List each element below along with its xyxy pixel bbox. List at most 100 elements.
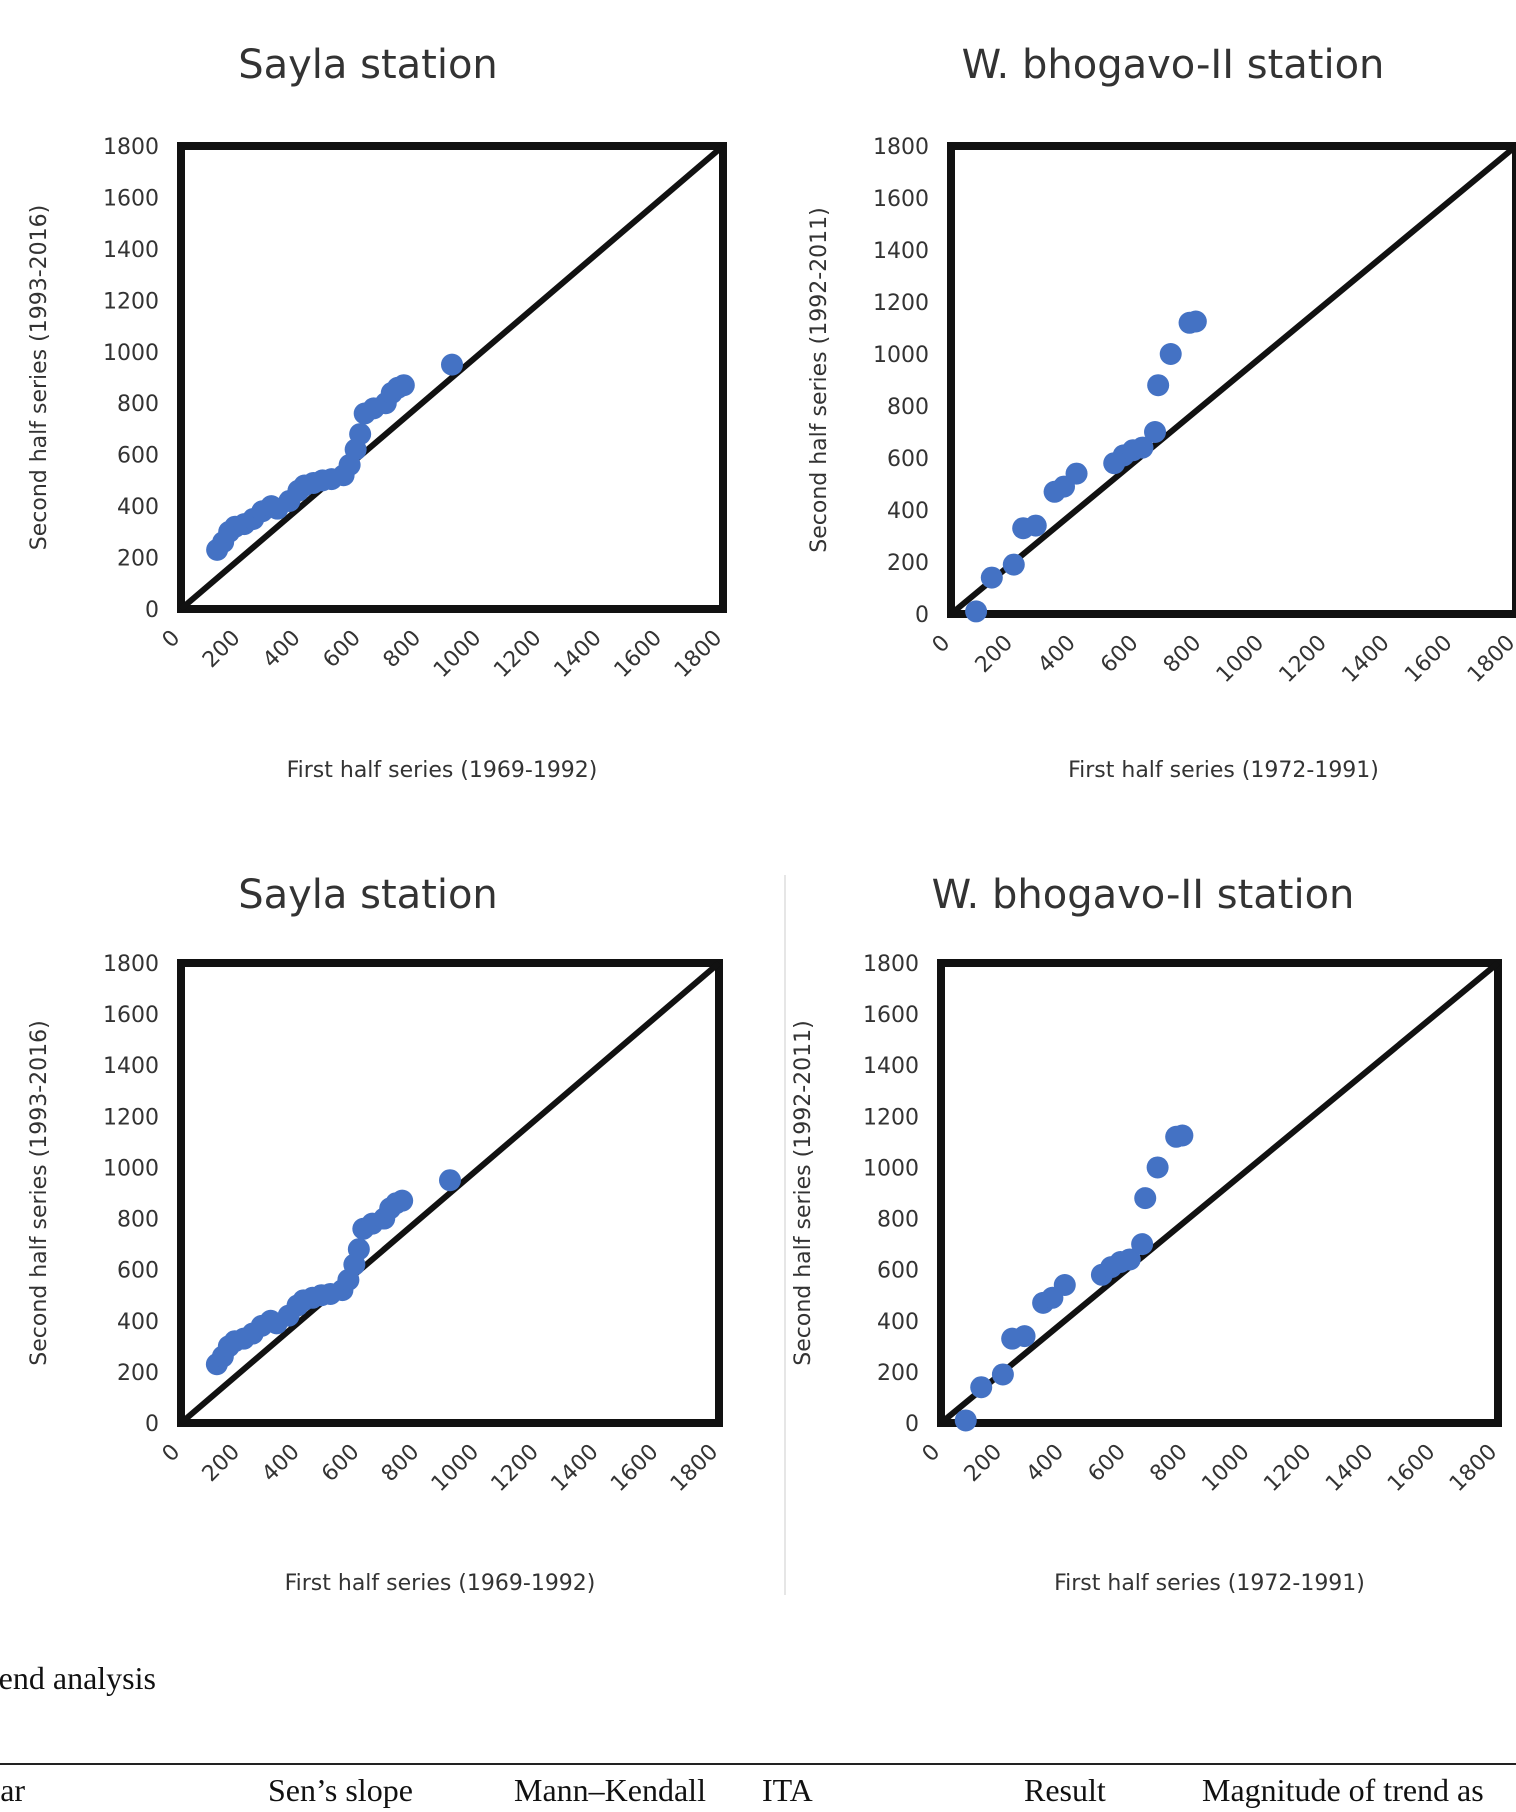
x-tick-label: 0	[158, 1440, 186, 1468]
x-tick-label: 1000	[1197, 1440, 1254, 1497]
x-tick-label: 800	[1145, 1440, 1192, 1487]
data-point	[1147, 374, 1170, 397]
x-tick-label: 1600	[1383, 1440, 1440, 1497]
data-point	[1002, 553, 1025, 576]
table-header-result: Result	[1024, 1772, 1106, 1808]
y-tick-label: 1400	[863, 1054, 919, 1079]
data-point	[991, 1363, 1014, 1386]
table-header-year: ear	[0, 1772, 26, 1808]
data-point	[347, 1238, 370, 1261]
data-point	[1171, 1124, 1194, 1147]
x-tick-label: 600	[1096, 631, 1143, 678]
data-point	[970, 1376, 993, 1399]
y-tick-label: 800	[887, 395, 929, 420]
x-tick-label: 1000	[427, 1440, 484, 1497]
x-tick-label: 1800	[1445, 1440, 1502, 1497]
plot-title: W. bhogavo-II station	[932, 872, 1355, 918]
data-point	[1146, 1156, 1169, 1179]
x-tick-label: 0	[158, 626, 186, 654]
y-tick-label: 600	[877, 1259, 919, 1284]
y-tick-label: 1400	[103, 1054, 159, 1079]
x-tick-label: 1000	[1212, 631, 1269, 688]
y-tick-label: 1400	[873, 239, 929, 264]
y-tick-label: 1800	[103, 135, 159, 160]
y-tick-label: 1600	[863, 1003, 919, 1028]
plot-panel-1: Sayla station020040060080010001200140016…	[27, 42, 727, 783]
x-tick-label: 1600	[1400, 631, 1457, 688]
plot-title: Sayla station	[238, 872, 498, 918]
x-tick-label: 1400	[1321, 1440, 1378, 1497]
data-point	[391, 1189, 414, 1212]
x-tick-label: 600	[317, 1440, 364, 1487]
y-tick-label: 200	[887, 551, 929, 576]
y-tick-label: 400	[877, 1310, 919, 1335]
x-tick-label: 1400	[1337, 631, 1394, 688]
y-tick-label: 1200	[103, 289, 159, 314]
data-point	[349, 423, 372, 446]
y-tick-label: 400	[117, 495, 159, 520]
y-tick-label: 400	[887, 499, 929, 524]
y-tick-label: 1400	[103, 238, 159, 263]
x-tick-label: 800	[379, 626, 426, 673]
table-caption: rend analysis	[0, 1660, 156, 1696]
y-tick-label: 200	[117, 547, 159, 572]
x-tick-label: 400	[258, 626, 305, 673]
table-header-sens-slope: Sen’s slope	[268, 1772, 413, 1808]
one-to-one-line	[179, 960, 721, 1426]
y-tick-label: 800	[117, 392, 159, 417]
x-axis-label: First half series (1972-1991)	[1054, 1571, 1365, 1596]
y-tick-label: 200	[877, 1361, 919, 1386]
y-tick-label: 800	[877, 1208, 919, 1233]
data-point	[1159, 343, 1182, 365]
x-tick-label: 1800	[670, 626, 727, 683]
x-tick-label: 0	[928, 631, 956, 659]
x-axis-label: First half series (1969-1992)	[287, 758, 598, 783]
y-tick-label: 0	[145, 598, 159, 623]
x-tick-label: 1800	[1463, 631, 1516, 688]
data-point	[441, 353, 463, 376]
plot-panel-3: Sayla station020040060080010001200140016…	[27, 872, 723, 1596]
x-tick-label: 1600	[610, 626, 667, 683]
plot-panel-4: W. bhogavo-II station0200400600800100012…	[791, 872, 1502, 1596]
y-tick-label: 1600	[103, 1003, 159, 1028]
table-header-magnitude: Magnitude of trend as	[1202, 1772, 1484, 1808]
x-tick-label: 1200	[489, 626, 546, 683]
data-point	[1118, 1248, 1141, 1271]
y-tick-label: 400	[117, 1310, 159, 1335]
one-to-one-line	[939, 960, 1500, 1426]
plot-panel-2: W. bhogavo-II station0200400600800100012…	[807, 42, 1516, 783]
x-tick-label: 800	[377, 1440, 424, 1487]
y-tick-label: 1000	[103, 1156, 159, 1181]
y-tick-label: 1800	[873, 135, 929, 160]
data-point	[965, 600, 988, 623]
x-tick-label: 1200	[1259, 1440, 1316, 1497]
one-to-one-line	[949, 143, 1516, 617]
y-tick-label: 1800	[103, 952, 159, 977]
data-point	[980, 566, 1003, 589]
x-axis-label: First half series (1969-1992)	[285, 1571, 596, 1596]
y-tick-label: 0	[145, 1412, 159, 1437]
data-point	[1131, 436, 1154, 459]
x-tick-label: 400	[1022, 1440, 1069, 1487]
scatter-plots-figure: Sayla station020040060080010001200140016…	[27, 42, 1516, 1596]
y-tick-label: 1200	[863, 1105, 919, 1130]
x-tick-label: 600	[1084, 1440, 1131, 1487]
data-point	[1065, 462, 1088, 485]
y-tick-label: 1600	[103, 186, 159, 211]
data-point	[392, 374, 415, 397]
y-axis-label: Second half series (1993-2016)	[27, 1020, 52, 1365]
y-tick-label: 1000	[863, 1156, 919, 1181]
data-point	[954, 1409, 977, 1432]
y-tick-label: 600	[117, 444, 159, 469]
x-tick-label: 1000	[429, 626, 486, 683]
y-axis-label: Second half series (1992-2011)	[791, 1020, 816, 1365]
one-to-one-line	[179, 143, 725, 612]
x-tick-label: 400	[257, 1440, 304, 1487]
x-tick-label: 200	[971, 631, 1018, 678]
y-tick-label: 0	[915, 603, 929, 628]
x-tick-label: 1800	[666, 1440, 723, 1497]
table-header-ita: ITA	[762, 1772, 813, 1808]
table-header-mann-kendall: Mann–Kendall	[514, 1772, 706, 1808]
x-tick-label: 400	[1033, 631, 1080, 678]
data-point	[1134, 1187, 1157, 1210]
